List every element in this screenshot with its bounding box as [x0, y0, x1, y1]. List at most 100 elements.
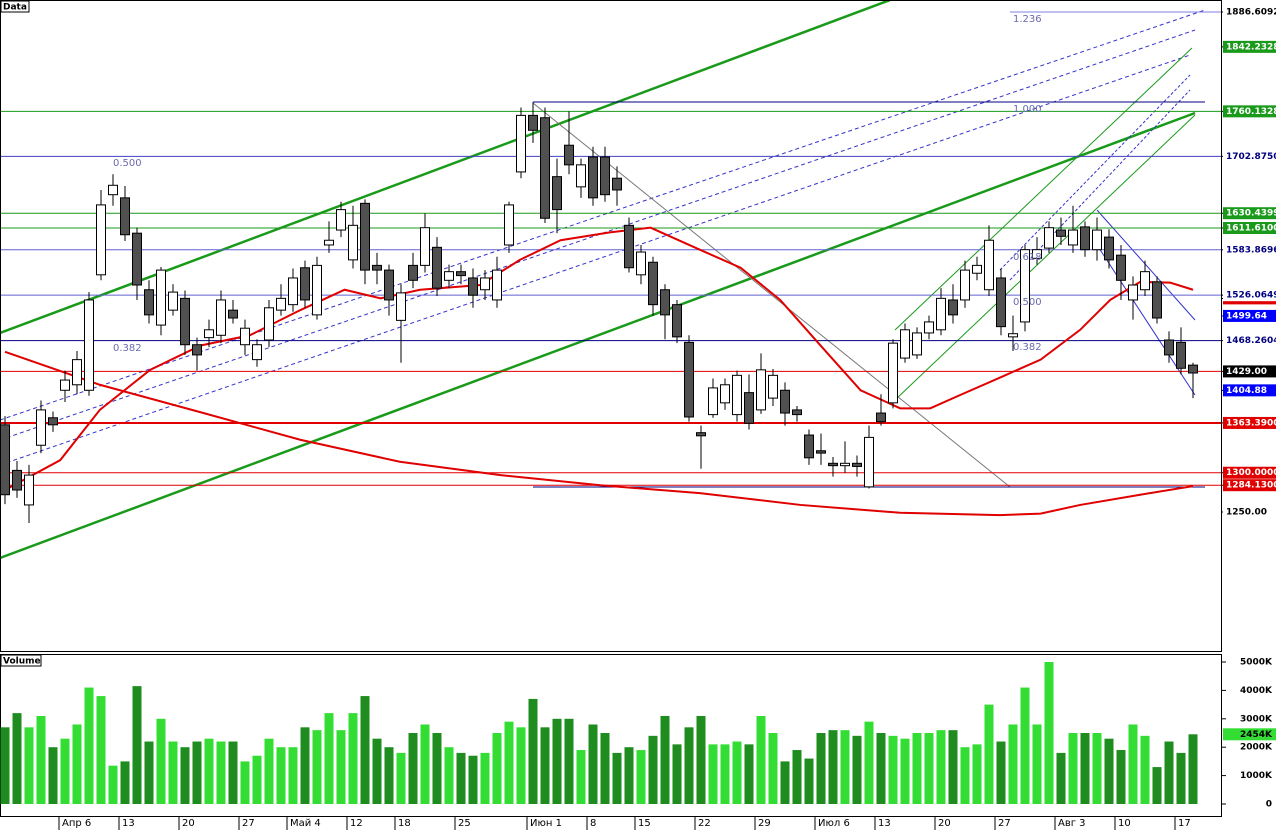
y-tick-label: 3000K	[1240, 714, 1273, 724]
volume-bar	[660, 715, 670, 804]
price-label-box	[1223, 416, 1276, 429]
y-tick-label: 1611.6100	[1226, 223, 1276, 233]
x-tick-label: 15	[638, 818, 651, 829]
candle-body	[264, 307, 274, 341]
volume-bar	[312, 730, 322, 804]
candle-body	[840, 462, 850, 467]
trend-line	[894, 114, 1196, 401]
x-tick-label: 18	[398, 818, 411, 829]
volume-bar	[600, 733, 610, 804]
candle-body	[648, 261, 658, 306]
volume-bar	[624, 747, 634, 804]
candle-body	[588, 156, 598, 199]
price-label-box	[1223, 334, 1276, 347]
y-tick-label: 1468.2604	[1226, 336, 1276, 346]
volume-bar	[108, 765, 118, 804]
candle-body	[96, 204, 106, 276]
x-tick-label: 8	[590, 818, 596, 829]
candle-body	[324, 239, 334, 246]
candle-body	[1116, 254, 1126, 281]
candle-body	[972, 264, 982, 274]
volume-bar	[672, 744, 682, 804]
volume-bar	[1176, 752, 1186, 804]
volume-bar	[552, 718, 562, 804]
fib-labels: 1.236 1.000 0.500 0.382 0.618 0.500 0.38…	[113, 14, 1042, 354]
price-label-box	[1223, 479, 1276, 492]
volume-bar	[96, 696, 106, 804]
x-tick-label: 13	[122, 818, 135, 829]
volume-bar	[528, 698, 538, 804]
candle-body	[24, 474, 34, 506]
panel-title: Data	[3, 3, 27, 13]
volume-bar	[720, 744, 730, 804]
candle-body	[948, 299, 958, 316]
volume-bar	[756, 715, 766, 804]
candle-body	[456, 271, 466, 277]
y-tick-label: 1284.1300	[1226, 481, 1276, 491]
volume-bar	[984, 704, 994, 804]
y-tick-label: 1886.6092	[1226, 8, 1276, 18]
x-tick-label: Авг 3	[1058, 818, 1086, 829]
volume-bar	[768, 733, 778, 804]
trend-line	[0, 111, 1196, 560]
x-tick-label: 29	[758, 818, 771, 829]
candle-body	[780, 389, 790, 414]
y-tick-label: 1583.8696	[1226, 245, 1276, 255]
volume-bar	[888, 735, 898, 804]
volume-bar	[840, 730, 850, 804]
candle-body	[216, 299, 226, 336]
candle-body	[852, 462, 862, 467]
volume-bar	[1164, 741, 1174, 804]
trend-line	[1096, 244, 1196, 396]
candle-body	[888, 342, 898, 404]
volume-bar	[432, 733, 442, 804]
candle-body	[1140, 271, 1150, 291]
candle-body	[348, 224, 358, 261]
candle-body	[420, 227, 430, 266]
fib-label: 0.618	[1013, 252, 1042, 263]
candle-body	[336, 209, 346, 231]
volume-bar	[960, 747, 970, 804]
volume-bar	[780, 761, 790, 804]
candle-body	[984, 239, 994, 291]
x-tick-label: 25	[458, 818, 471, 829]
candle-body	[408, 264, 418, 281]
candle-body	[228, 309, 238, 319]
volume-bar	[876, 733, 886, 804]
volume-bar	[36, 715, 46, 804]
price-label-box	[1223, 243, 1276, 256]
volume-bar	[696, 715, 706, 804]
price-label-box	[1223, 6, 1276, 19]
volume-bar	[504, 721, 514, 804]
candle-body	[672, 304, 682, 338]
candle-body	[960, 269, 970, 301]
volume-bar	[48, 747, 58, 804]
y-tick-label: 1760.1328	[1226, 107, 1276, 117]
x-tick-label: 13	[878, 818, 891, 829]
candle-body	[792, 409, 802, 416]
candle-body	[720, 384, 730, 404]
panel-header	[0, 0, 30, 13]
price-label-box	[1223, 150, 1276, 163]
candle-body	[0, 424, 10, 496]
y-tick-label: 1000K	[1240, 771, 1273, 781]
volume-bar	[816, 733, 826, 804]
volume-last-label: 2454K	[1240, 730, 1273, 740]
candle-body	[192, 344, 202, 356]
candle-body	[108, 184, 118, 196]
candle-body	[576, 164, 586, 188]
volume-bar	[828, 730, 838, 804]
y-tick-label: 0	[1266, 800, 1272, 810]
price-label-box	[1223, 207, 1276, 220]
volume-bar	[216, 741, 226, 804]
volume-bar	[60, 738, 70, 804]
candle-body	[60, 379, 70, 391]
volume-bar	[252, 755, 262, 804]
volume-bar	[1044, 662, 1054, 804]
volume-bar	[300, 727, 310, 804]
volume-bar	[420, 724, 430, 804]
volume-bar	[324, 713, 334, 804]
candle-body	[132, 232, 142, 286]
volume-bar	[84, 687, 94, 804]
